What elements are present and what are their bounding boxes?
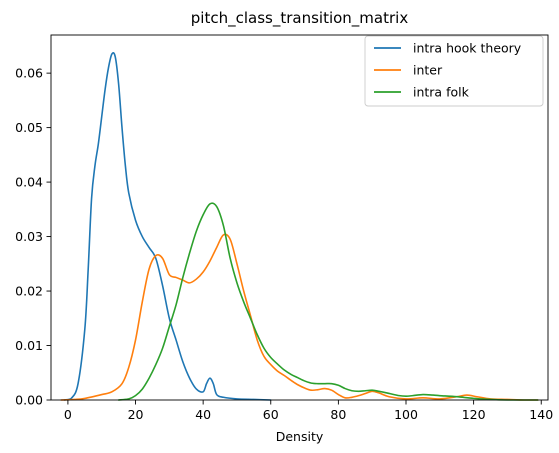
series-line-1 [63,52,272,401]
x-tick-label: 100 [394,407,418,422]
chart-title: pitch_class_transition_matrix [191,9,409,28]
legend-box [364,35,544,107]
x-tick-label: 40 [195,407,211,422]
legend-label: intra hook theory [413,41,522,56]
legend-label: inter [413,63,443,78]
x-tick-label: 140 [529,407,553,422]
x-axis-ticks: 0 20 40 60 80 100 120 140 [64,400,553,422]
axes-frame [50,34,549,401]
y-tick-label: 0.05 [15,120,43,135]
y-axis-ticks: 0.00 0.01 0.02 0.03 0.04 0.05 0.06 [15,66,51,408]
x-tick-label: 60 [263,407,279,422]
y-tick-label: 0.02 [15,284,43,299]
x-tick-label: 120 [462,407,486,422]
legend: intra hook theory inter intra folk [364,35,544,107]
y-tick-label: 0.03 [15,229,43,244]
x-tick-label: 20 [128,407,144,422]
series-line-3 [117,202,539,401]
legend-label: intra folk [413,85,470,100]
x-tick-label: 80 [330,407,346,422]
y-tick-label: 0.04 [15,175,43,190]
x-tick-label: 0 [64,407,72,422]
y-tick-label: 0.00 [15,393,43,408]
x-axis-label: Density [276,429,324,444]
plot-series [60,52,539,401]
y-tick-label: 0.06 [15,66,43,81]
y-tick-label: 0.01 [15,338,43,353]
series-line-2 [60,233,539,401]
axes-border [50,34,549,401]
